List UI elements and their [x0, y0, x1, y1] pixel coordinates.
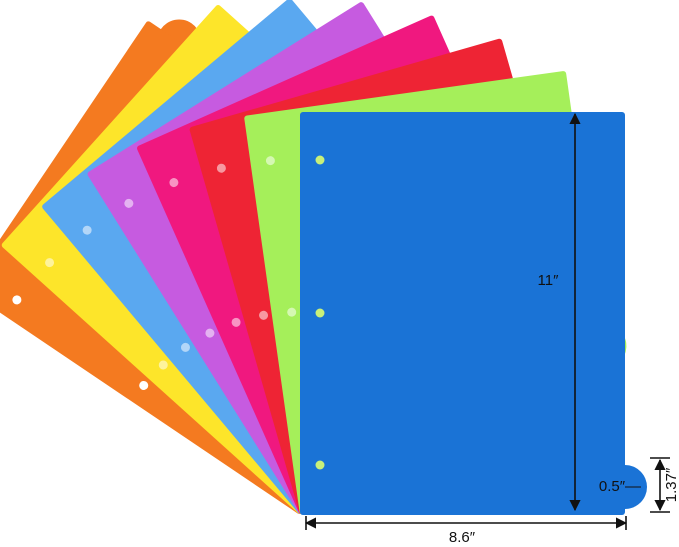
tab-height-label: 1.37″	[663, 467, 679, 502]
punch-hole	[124, 198, 134, 208]
punch-hole	[231, 317, 241, 327]
punch-hole	[216, 163, 226, 173]
punch-hole	[265, 156, 275, 166]
punch-hole	[82, 225, 92, 235]
label-bg	[530, 268, 566, 292]
punch-hole	[45, 258, 55, 268]
punch-hole	[169, 178, 179, 188]
dividers	[0, 0, 647, 515]
punch-hole	[287, 307, 297, 317]
punch-hole	[315, 460, 325, 470]
punch-hole	[315, 308, 325, 318]
punch-hole	[315, 155, 325, 165]
punch-hole	[259, 310, 269, 320]
divider-body	[300, 112, 625, 515]
height-label: 11″	[538, 272, 560, 289]
punch-hole	[205, 328, 215, 338]
punch-hole	[12, 295, 22, 305]
punch-hole	[180, 342, 190, 352]
punch-hole	[139, 380, 149, 390]
tab-width-label: 0.5″	[599, 478, 626, 495]
punch-hole	[158, 360, 168, 370]
divider-sheet	[300, 112, 647, 515]
width-label: 8.6″	[449, 529, 476, 546]
dimension-lines	[304, 112, 670, 530]
